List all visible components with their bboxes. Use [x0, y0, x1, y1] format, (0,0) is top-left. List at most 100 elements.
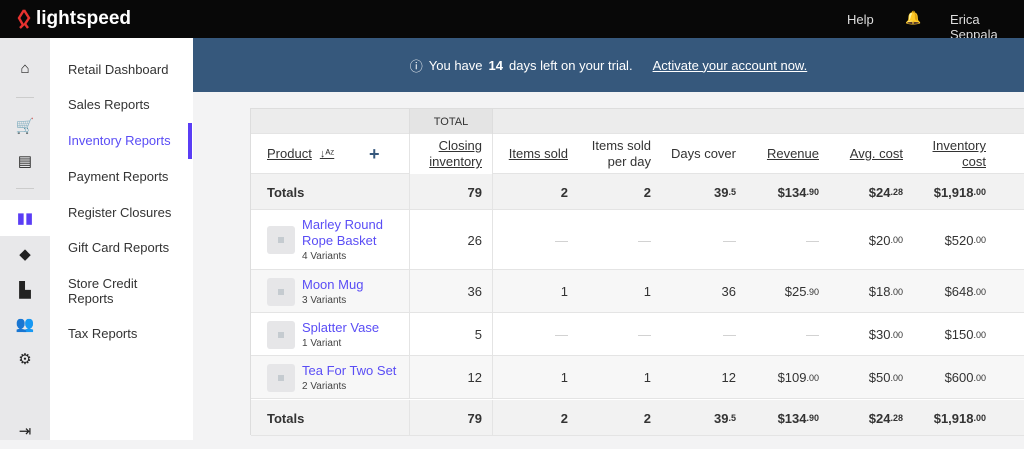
- cell-value: $150: [944, 327, 974, 342]
- cell-inventory-cost: $648.00: [913, 270, 996, 313]
- cell-value: $24: [868, 410, 891, 426]
- cell-decimal: .00: [973, 329, 986, 340]
- customers-icon[interactable]: 👥: [15, 316, 35, 333]
- column-header-revenue[interactable]: Revenue: [746, 134, 829, 174]
- gear-icon[interactable]: ⚙: [18, 351, 32, 368]
- cell-revenue: —: [746, 313, 829, 356]
- sidebar-item-retail-dashboard[interactable]: Retail Dashboard: [68, 62, 169, 77]
- table-row: Moon Mug 3 Variants 36 1 1 36 $25.90 $18.00 $648…: [251, 270, 1024, 313]
- cell-closing-inventory: 12: [409, 356, 493, 399]
- cell-value: 12: [721, 370, 736, 385]
- sidebar-item-payment-reports[interactable]: Payment Reports: [68, 169, 169, 184]
- column-label: Days cover: [670, 146, 736, 161]
- help-link[interactable]: Help: [847, 12, 874, 27]
- cell-value: $1,918: [933, 410, 974, 426]
- column-header-items-sold-per-day[interactable]: Items sold per day: [578, 134, 661, 174]
- cell-avg-cost: $24.28: [829, 400, 913, 436]
- trial-days: 14: [488, 57, 503, 73]
- column-label: Product: [267, 146, 312, 161]
- product-name[interactable]: Tea For Two Set: [302, 363, 397, 378]
- sidebar-item-register-closures[interactable]: Register Closures: [68, 205, 172, 220]
- cell-value: 1: [643, 284, 651, 299]
- column-label: Revenue: [766, 146, 819, 161]
- sidebar-item-inventory-reports[interactable]: Inventory Reports: [68, 133, 171, 148]
- cell-value: $648: [944, 284, 974, 299]
- product-name-link[interactable]: Splatter Vase 1 Variant: [302, 320, 402, 352]
- cell-closing-inventory: 36: [409, 270, 493, 313]
- cell-decimal: .00: [973, 372, 986, 383]
- column-label: Inventory cost: [932, 138, 986, 169]
- cell-value: $20: [868, 232, 891, 248]
- cell-value: —: [638, 327, 651, 342]
- product-name[interactable]: Moon Mug: [302, 277, 364, 292]
- totals-label: Totals: [267, 184, 305, 200]
- column-header-closing-inventory[interactable]: Closing inventory: [409, 134, 493, 174]
- bell-icon[interactable]: 🔔: [905, 10, 922, 25]
- sidebar-item-sales-reports[interactable]: Sales Reports: [68, 97, 150, 112]
- brand-logo[interactable]: lightspeed: [16, 8, 131, 30]
- sidebar-item-store-credit-reports[interactable]: Store Credit Reports: [68, 276, 138, 306]
- cell-value: $24: [868, 184, 891, 200]
- inventory-boxes-icon[interactable]: ▙: [19, 282, 31, 299]
- column-header-product[interactable]: Product ↓ᴬᶻ +: [251, 134, 409, 174]
- product-thumbnail: [267, 226, 295, 254]
- cell-days-cover: 39.5: [661, 400, 746, 436]
- cell-revenue: $109.00: [746, 356, 829, 399]
- sidebar-item-gift-card-reports[interactable]: Gift Card Reports: [68, 240, 170, 255]
- cell-value: 79: [467, 410, 482, 426]
- cell-decimal: .5: [728, 187, 736, 197]
- product-name[interactable]: Splatter Vase: [302, 320, 380, 335]
- icon-rail: ⌂ 🛒 ▤ ▮▮ ◆ ▙ 👥 ⚙ ⇥: [0, 38, 50, 440]
- top-bar: lightspeed Help 🔔 Erica Seppala: [0, 0, 1024, 42]
- activate-account-link[interactable]: Activate your account now.: [652, 57, 808, 73]
- cell-value: $134: [777, 410, 807, 426]
- banner-text: days left on your trial.: [509, 57, 633, 73]
- product-name-link[interactable]: Tea For Two Set 2 Variants: [302, 363, 402, 395]
- cell-value: 39: [714, 410, 729, 426]
- cell-revenue: $134.90: [746, 174, 829, 210]
- cell-days-cover: 36: [661, 270, 746, 313]
- sort-az-icon[interactable]: ↓ᴬᶻ: [319, 148, 335, 160]
- product-name-link[interactable]: Moon Mug 3 Variants: [302, 277, 402, 309]
- cell-value: $30: [868, 327, 891, 342]
- cell-decimal: .00: [973, 187, 986, 197]
- cell-inventory-cost: $150.00: [913, 313, 996, 356]
- cell-value: 2: [560, 184, 568, 200]
- cell-revenue: $25.90: [746, 270, 829, 313]
- column-header-days-cover[interactable]: Days cover: [661, 134, 746, 174]
- cell-value: $520: [944, 232, 974, 248]
- cell-decimal: .00: [890, 372, 903, 383]
- cell-items-sold: 1: [493, 270, 578, 313]
- expand-sidebar-icon[interactable]: ⇥: [18, 423, 32, 440]
- column-header-items-sold[interactable]: Items sold: [493, 134, 578, 174]
- home-icon[interactable]: ⌂: [20, 59, 30, 77]
- active-indicator: [188, 123, 192, 159]
- cell-value: 1: [560, 370, 568, 385]
- cell-items-sold-per-day: 2: [578, 400, 661, 436]
- cell-decimal: .90: [806, 286, 819, 297]
- reports-chart-icon[interactable]: ▮▮: [0, 200, 50, 236]
- divider: [16, 188, 34, 189]
- cell-items-sold: 2: [493, 400, 578, 436]
- product-name[interactable]: Marley Round Rope Basket: [302, 217, 383, 248]
- column-label: Closing inventory: [429, 138, 482, 169]
- cell-value: 36: [721, 284, 736, 299]
- sidebar-item-tax-reports[interactable]: Tax Reports: [68, 326, 138, 341]
- table-row: Marley Round Rope Basket 4 Variants 26 — — — —…: [251, 210, 1024, 270]
- tag-icon[interactable]: ◆: [19, 246, 31, 263]
- column-header-inventory-cost[interactable]: Inventory cost: [913, 134, 996, 174]
- cell-days-cover: 12: [661, 356, 746, 399]
- cell-decimal: .00: [890, 235, 903, 245]
- info-icon: ⓘ: [409, 58, 423, 74]
- cell-decimal: .00: [973, 235, 986, 245]
- product-name-link[interactable]: Marley Round Rope Basket 4 Variants: [302, 217, 402, 265]
- cell-value: $600: [944, 370, 974, 385]
- add-column-icon[interactable]: +: [369, 144, 380, 164]
- cart-icon[interactable]: 🛒: [15, 118, 35, 135]
- column-header-avg-cost[interactable]: Avg. cost: [829, 134, 913, 174]
- cell-avg-cost: $20.00: [829, 210, 913, 270]
- cell-revenue: —: [746, 210, 829, 270]
- cell-value: 2: [643, 184, 651, 200]
- register-icon[interactable]: ▤: [17, 153, 33, 170]
- cell-items-sold-per-day: —: [578, 210, 661, 270]
